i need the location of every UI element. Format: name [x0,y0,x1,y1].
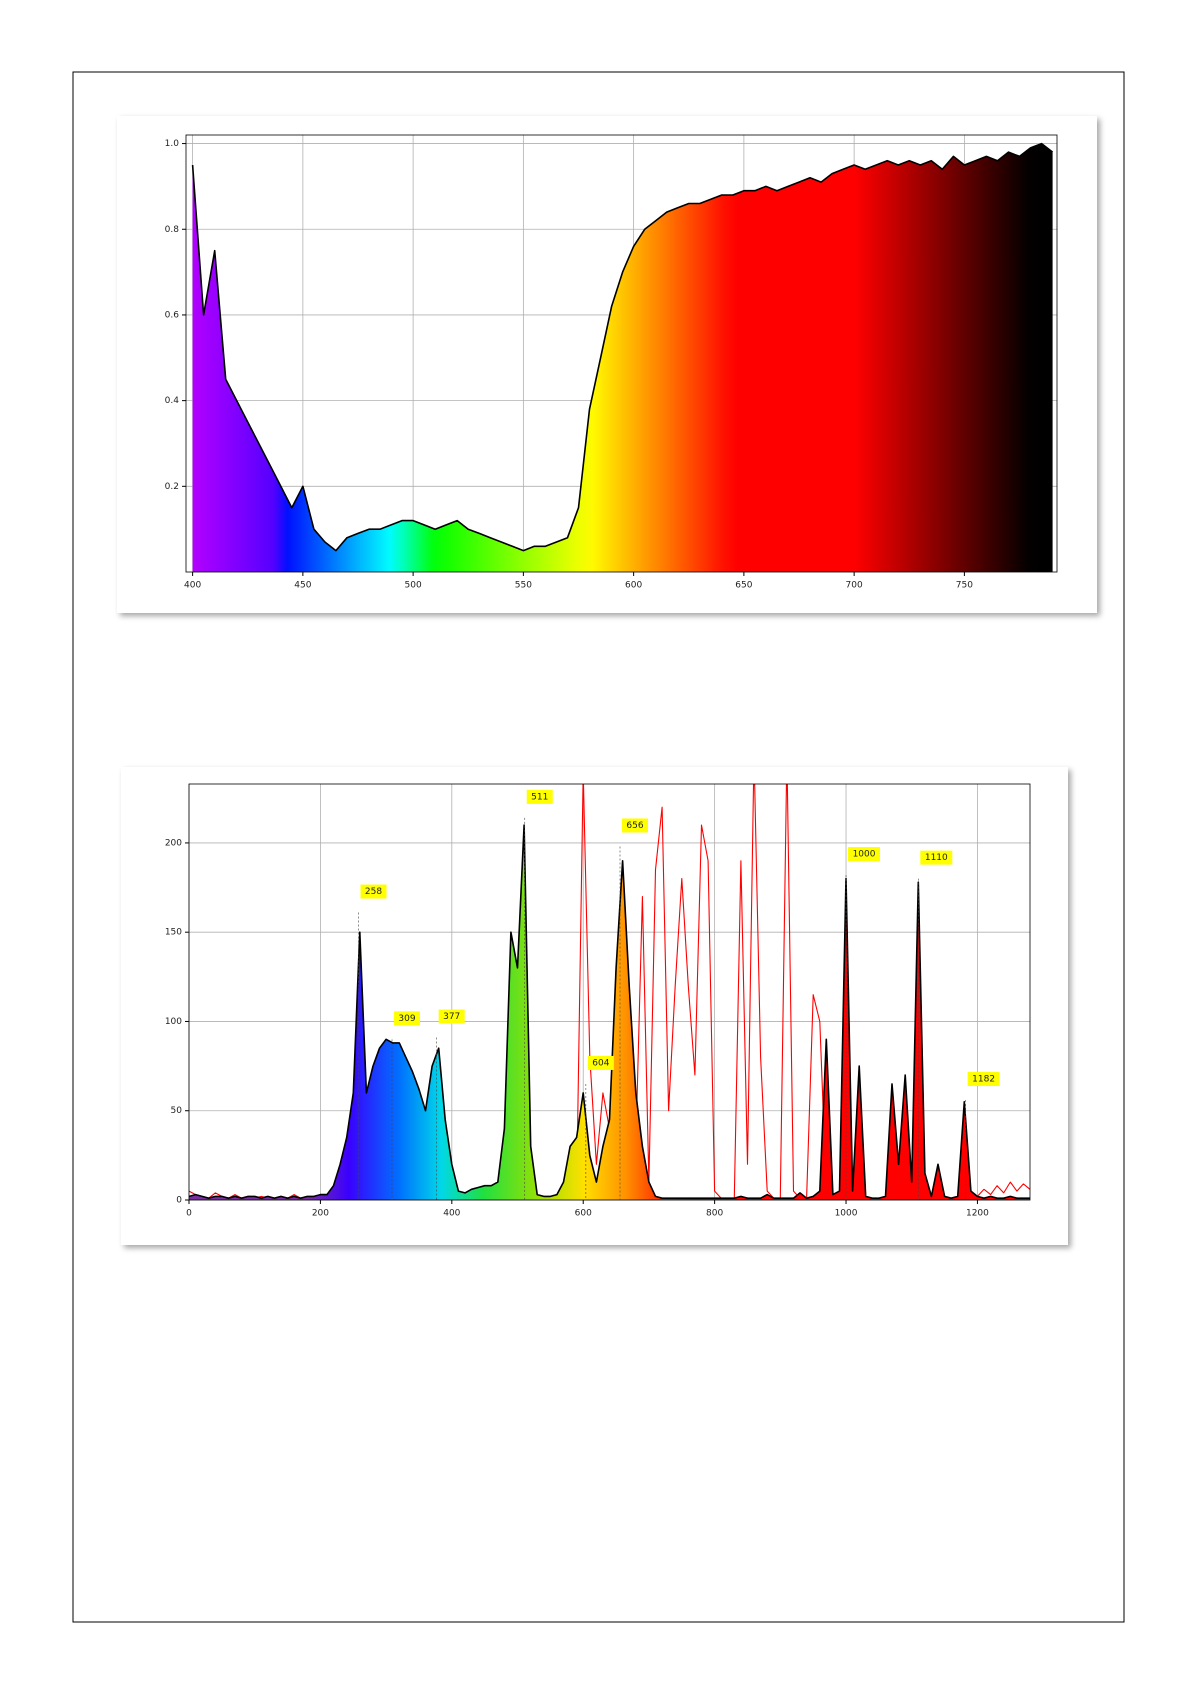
plot-frame [185,134,1058,573]
x-tick-label: 600 [575,1209,592,1219]
chart: 0.2 0.4 0.6 0.8 1.0 400 450 500 550 600 650 700 750 [165,134,1058,591]
y-tick-label: 0 [176,1196,182,1206]
y-tick-label: 0.6 [165,310,180,320]
peak-label-box [438,1009,465,1024]
x-tick-label: 800 [706,1209,723,1219]
x-tick-label: 600 [625,581,642,591]
y-tick-label: 0.4 [165,396,180,406]
plot-area [189,784,1030,1200]
peak-label-box [360,884,387,899]
page-border [72,71,1125,1623]
y-tick-label: 50 [171,1106,183,1116]
x-tick-label: 700 [846,581,863,591]
peak-label-box [848,847,881,862]
y-tick-label: 100 [165,1017,182,1027]
x-tick-label: 400 [443,1209,460,1219]
peak-label: 656 [626,821,643,831]
peak-label: 258 [365,887,382,897]
plot-frame [188,783,1031,1201]
peak-label: 604 [592,1058,609,1068]
peak-label-box [967,1072,1000,1087]
peak-label: 1110 [925,853,948,863]
x-tick-label: 200 [312,1209,329,1219]
x-tick-label: 750 [956,581,973,591]
y-tick-label: 200 [165,838,182,848]
peak-label: 511 [531,792,548,802]
peak-label: 309 [398,1014,415,1024]
peak-label-box [622,818,649,833]
x-tick-label: 650 [735,581,752,591]
peak-label: 377 [443,1012,460,1022]
chart: 0 50 100 150 200 0 200 400 600 800 1000 1200 258 309 3… [165,783,1031,1219]
x-tick-label: 500 [405,581,422,591]
y-tick-label: 150 [165,928,182,938]
x-tick-label: 1000 [835,1209,858,1219]
plot-area [191,142,1054,572]
peak-label-box [526,789,553,804]
line [189,824,1030,1199]
x-tick-label: 0 [186,1209,192,1219]
y-tick-label: 0.2 [165,482,179,492]
y-tick-label: 0.8 [165,225,180,235]
peak-label-box [394,1011,421,1026]
line [191,142,1054,552]
area [192,143,1053,572]
x-tick-label: 400 [184,581,201,591]
x-tick-label: 450 [294,581,311,591]
peak-label-box [587,1055,614,1070]
x-tick-label: 550 [515,581,532,591]
peak-label: 1000 [853,850,876,860]
x-tick-label: 1200 [966,1209,989,1219]
peak-label: 1182 [972,1075,995,1085]
y-tick-label: 1.0 [165,139,180,149]
area [189,825,1030,1200]
peak-label-box [920,850,953,865]
